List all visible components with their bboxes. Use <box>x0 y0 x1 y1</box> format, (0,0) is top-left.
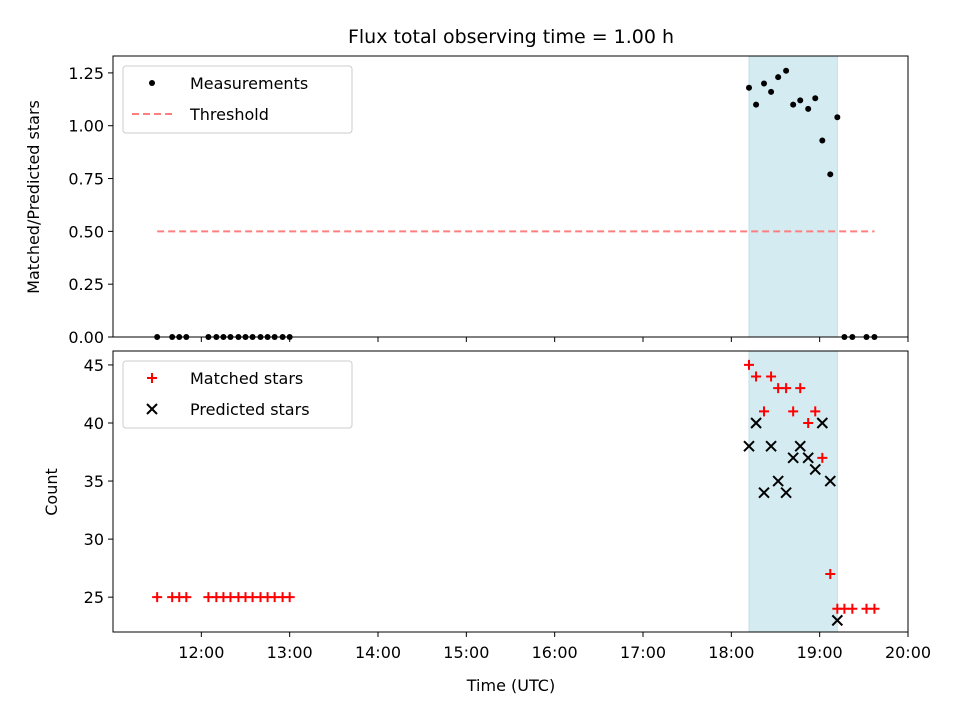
legend-marker-matched <box>147 373 157 383</box>
bottom-y-tick-label: 30 <box>84 530 104 549</box>
predicted-star-point <box>780 486 792 499</box>
predicted-star-point <box>750 417 762 429</box>
measurement-point <box>775 74 782 81</box>
matched-star-point <box>825 568 836 579</box>
predicted-star-point <box>831 614 844 627</box>
bottom-legend: Matched stars Predicted stars <box>122 360 353 429</box>
top-shaded-interval <box>749 56 838 337</box>
matched-star-point <box>284 592 295 603</box>
top-y-tick-label: 0.75 <box>68 170 104 189</box>
x-axis-label: Time (UTC) <box>466 676 555 695</box>
matched-star-point <box>803 417 814 428</box>
matched-star-point <box>759 406 770 417</box>
predicted-star-point <box>802 452 814 464</box>
measurement-point <box>790 101 797 108</box>
measurement-point <box>753 101 760 108</box>
measurement-point <box>746 84 752 91</box>
bottom-y-axis-label: Count <box>42 468 61 516</box>
bottom-axes-frame <box>112 350 909 633</box>
top-legend: Measurements Threshold <box>122 65 353 134</box>
matched-star-point <box>181 592 192 603</box>
measurement-point <box>812 95 819 102</box>
matched-star-point <box>744 359 754 370</box>
matched-star-point <box>817 452 828 463</box>
bottom-legend-box <box>122 360 353 429</box>
measurement-point <box>761 80 768 87</box>
top-y-tick-label: 0.25 <box>68 275 104 294</box>
top-legend-box <box>122 65 353 134</box>
top-y-tick-label: 0.50 <box>68 222 104 241</box>
top-panel: 0.00 0.25 0.50 0.75 1.00 1.25 Measurements Thre… <box>68 55 909 347</box>
top-y-tick-label: 1.25 <box>68 64 104 83</box>
matched-star-point <box>788 406 799 417</box>
measurement-point <box>768 88 775 95</box>
predicted-star-point <box>772 475 784 487</box>
bottom-y-tick-label: 40 <box>84 414 104 433</box>
bottom-y-tick-label: 35 <box>84 472 104 491</box>
matched-star-point <box>751 371 762 382</box>
measurement-point <box>834 114 841 121</box>
matched-star-point <box>766 371 777 382</box>
bottom-y-tick-label: 45 <box>84 356 104 375</box>
top-y-tick-label: 0.00 <box>68 328 104 347</box>
x-tick-label: 16:00 <box>532 643 578 662</box>
matched-star-point <box>869 603 880 614</box>
predicted-star-point <box>758 486 770 499</box>
matched-star-point <box>847 603 858 614</box>
x-tick-label: 15:00 <box>443 643 489 662</box>
legend-label: Threshold <box>189 105 269 124</box>
bottom-panel: 25 30 35 40 45 12:00 13:00 14:00 15:00 16:00 17:00… <box>84 350 931 662</box>
predicted-star-point <box>824 475 836 487</box>
legend-marker-measurements <box>149 80 155 86</box>
legend-marker-predicted <box>146 403 158 415</box>
predicted-star-point <box>765 440 777 452</box>
measurement-point <box>783 67 790 74</box>
legend-label: Measurements <box>190 74 308 93</box>
bottom-y-tick-label: 25 <box>84 588 104 607</box>
top-axes-frame <box>112 55 909 338</box>
measurement-point <box>827 171 834 178</box>
x-tick-label: 17:00 <box>620 643 666 662</box>
measurement-point <box>819 137 826 144</box>
legend-label: Matched stars <box>190 369 303 388</box>
predicted-star-point <box>809 463 821 476</box>
plot-layer: 0.00 0.25 0.50 0.75 1.00 1.25 Measurements Thre… <box>68 55 931 662</box>
x-tick-label: 12:00 <box>178 643 224 662</box>
top-y-tick-label: 1.00 <box>68 117 104 136</box>
x-tick-label: 20:00 <box>885 643 931 662</box>
x-tick-label: 19:00 <box>797 643 843 662</box>
matched-star-point <box>152 592 163 603</box>
matched-star-point <box>810 406 821 417</box>
matched-star-point <box>795 383 806 394</box>
x-tick-label: 14:00 <box>355 643 401 662</box>
predicted-star-point <box>787 452 799 464</box>
top-chart-title: Flux total observing time = 1.00 h <box>348 26 674 48</box>
predicted-star-point <box>794 440 806 452</box>
x-tick-label: 13:00 <box>267 643 313 662</box>
top-y-axis-label: Matched/Predicted stars <box>24 100 43 294</box>
measurement-point <box>805 105 812 112</box>
x-tick-label: 18:00 <box>708 643 754 662</box>
legend-label: Predicted stars <box>190 400 310 419</box>
matched-star-point <box>781 383 792 394</box>
predicted-star-point <box>816 417 829 429</box>
predicted-star-point <box>743 440 755 452</box>
measurement-point <box>797 97 804 104</box>
